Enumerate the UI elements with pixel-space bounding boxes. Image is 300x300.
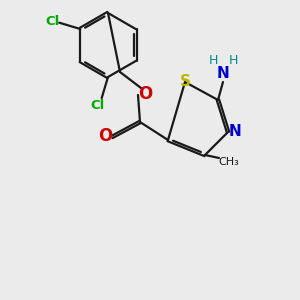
Text: O: O bbox=[138, 85, 152, 103]
Text: Cl: Cl bbox=[45, 15, 59, 28]
Text: O: O bbox=[98, 127, 112, 145]
Text: CH₃: CH₃ bbox=[219, 157, 239, 167]
Text: N: N bbox=[217, 65, 230, 80]
Text: Cl: Cl bbox=[91, 99, 105, 112]
Text: N: N bbox=[229, 124, 242, 140]
Text: S: S bbox=[179, 74, 191, 88]
Text: H: H bbox=[208, 53, 218, 67]
Text: H: H bbox=[228, 53, 238, 67]
